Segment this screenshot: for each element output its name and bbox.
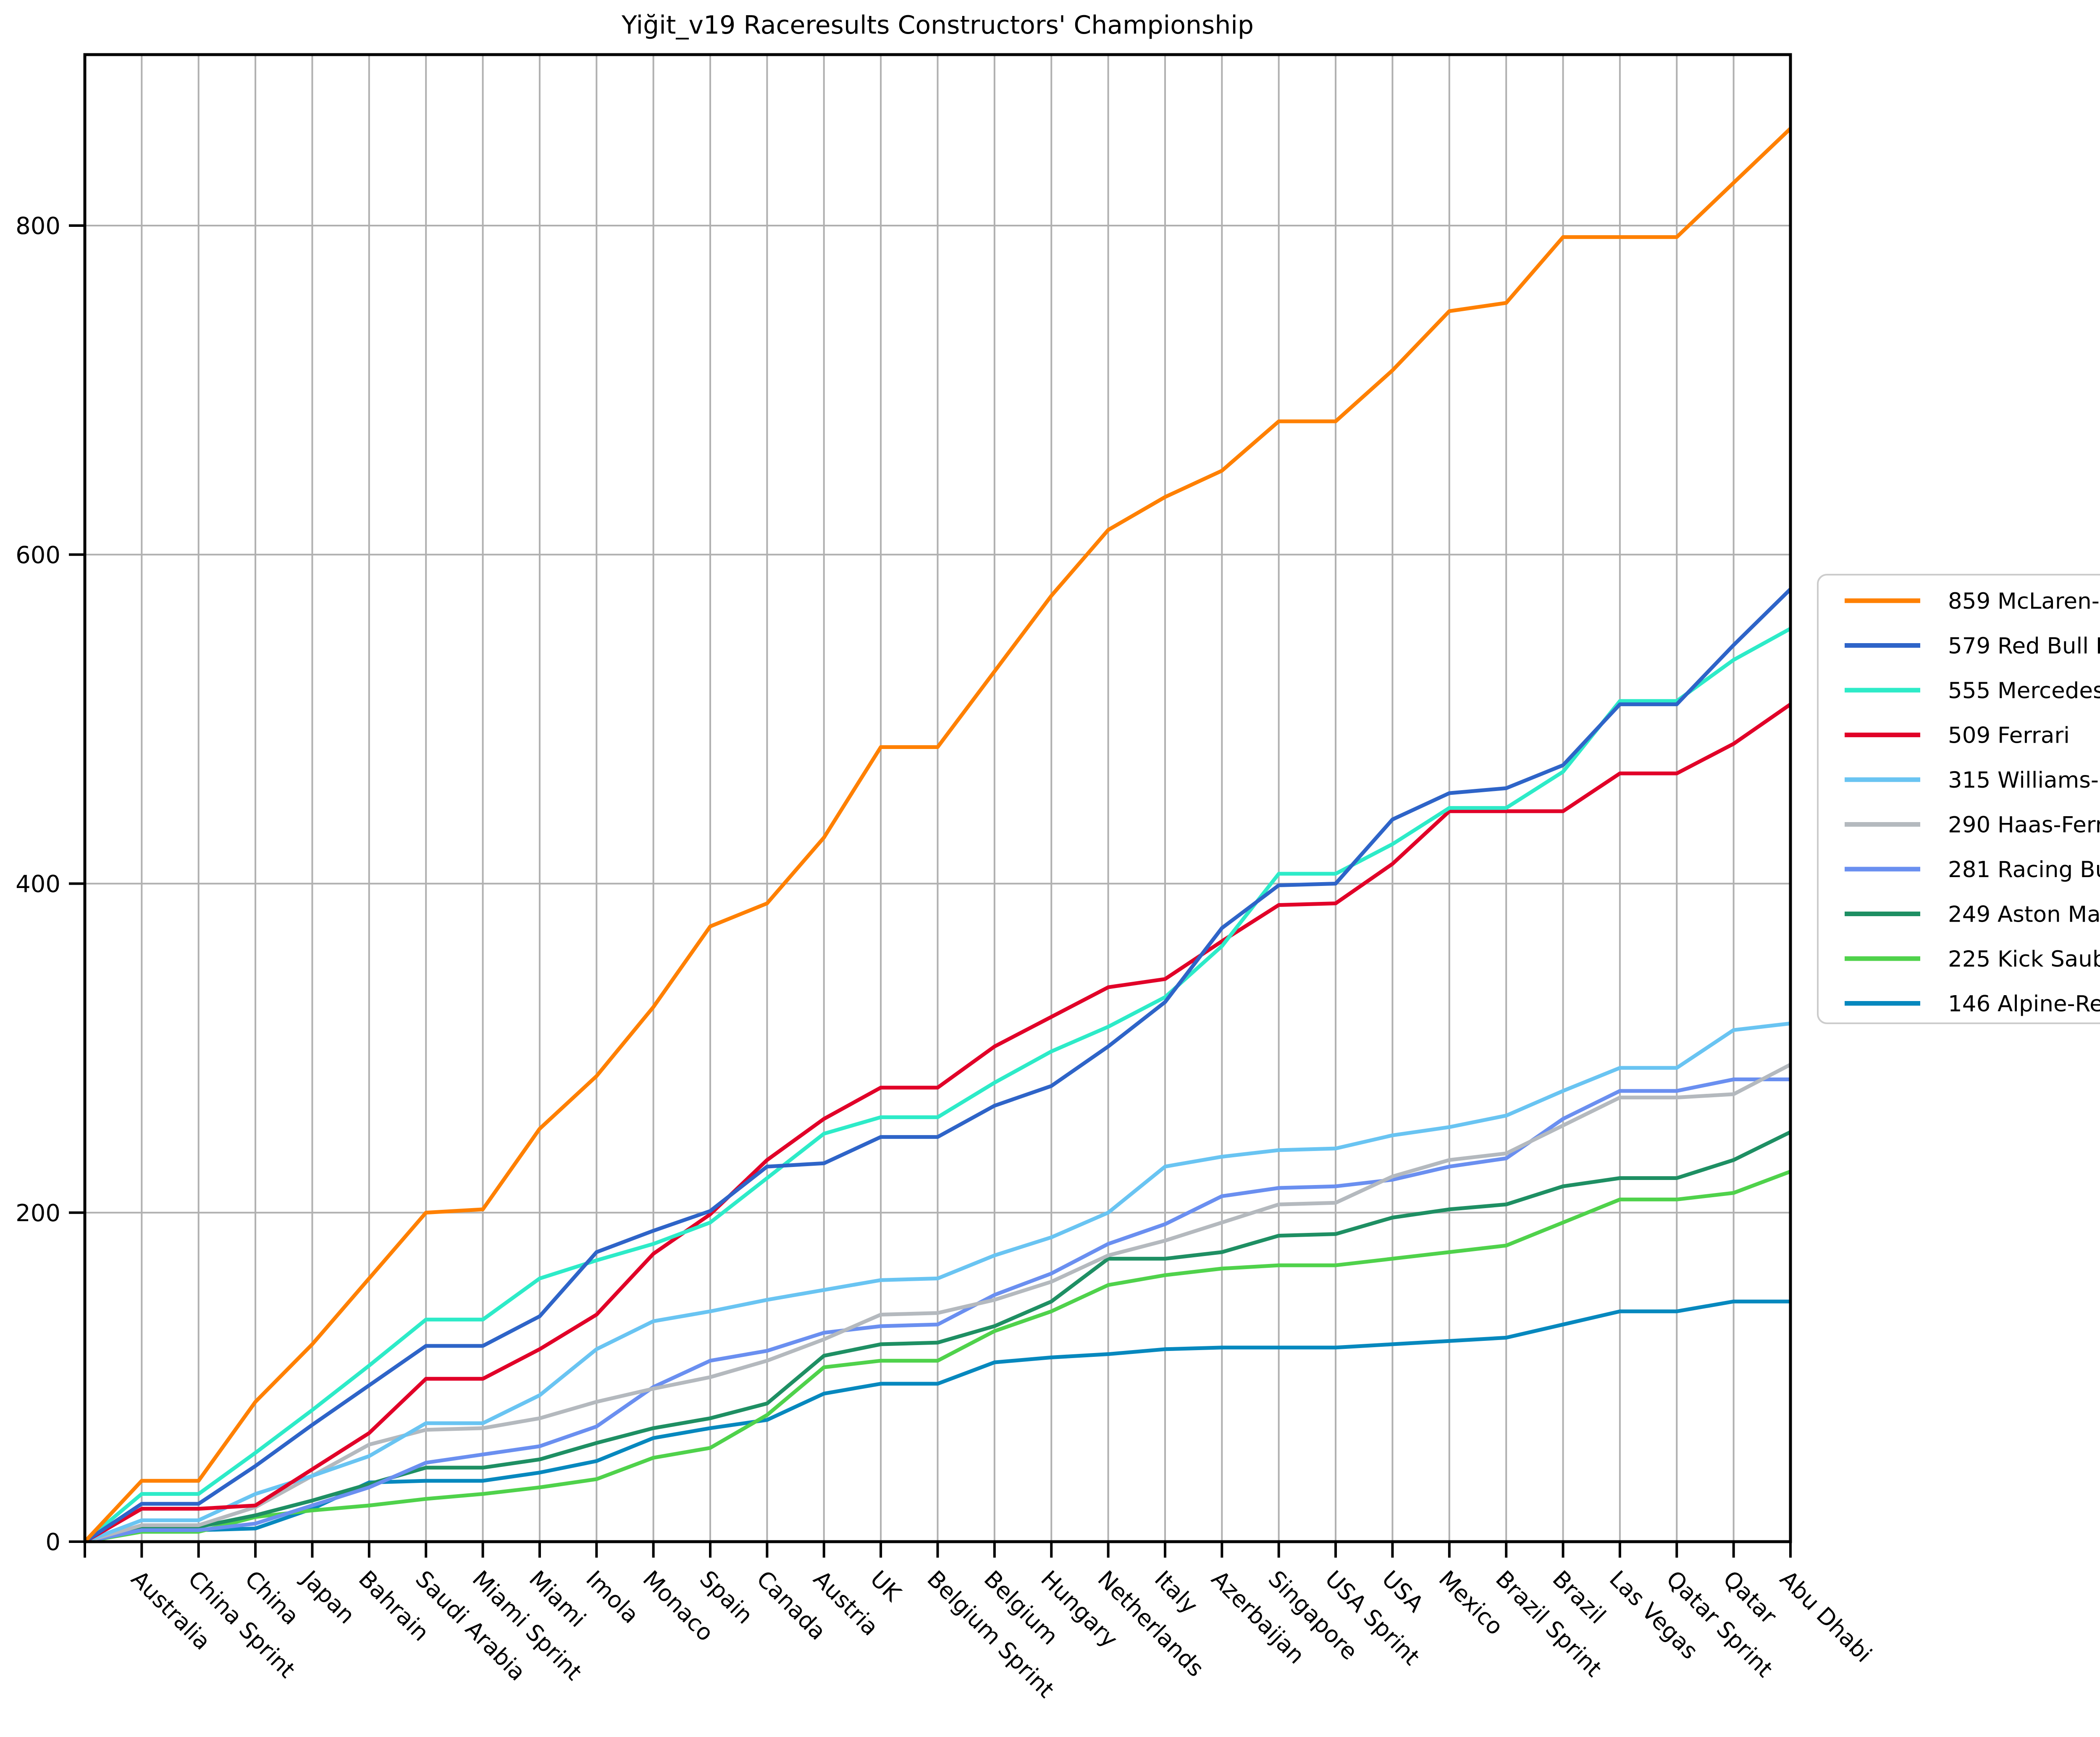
- legend-box: [1817, 574, 2100, 1024]
- series-line-haas-ferrari: [84, 1063, 1792, 1544]
- legend-label: 281 Racing Bulls-Honda RBPT: [1948, 857, 2100, 883]
- x-tick-label: Imola: [581, 1566, 644, 1629]
- series-line-williams-mercedes: [84, 1021, 1791, 1544]
- series-line-mclaren-mercedes: [83, 127, 1792, 1543]
- x-tick-label: Mexico: [1434, 1566, 1509, 1640]
- x-tick-label: UK: [865, 1566, 907, 1607]
- y-tick-label: 0: [45, 1529, 60, 1556]
- y-tick-label: 800: [16, 213, 60, 240]
- x-tick-label: Japan: [296, 1565, 360, 1629]
- legend-label: 146 Alpine-Renault: [1948, 991, 2100, 1017]
- chart-title: Yiğit_v19 Raceresults Constructors' Cham…: [621, 11, 1254, 40]
- series-line-racing-bulls-honda-rbpt: [84, 1077, 1790, 1544]
- legend-label: 555 Mercedes: [1948, 678, 2100, 704]
- series-line-red-bull-racing-honda-rbpt: [84, 588, 1792, 1543]
- legend-label: 225 Kick Sauber-Ferrari: [1948, 946, 2100, 972]
- legend-label: 315 Williams-Mercedes: [1948, 767, 2100, 793]
- y-tick-label: 400: [16, 871, 60, 898]
- x-tick-label: USA: [1377, 1566, 1429, 1618]
- series-line-aston-martin-aramco-mercedes: [84, 1130, 1791, 1544]
- legend-label: 579 Red Bull Racing-Honda RBPT: [1948, 633, 2100, 659]
- y-tick-label: 600: [16, 541, 60, 569]
- x-tick-label: Italy: [1150, 1566, 1203, 1619]
- legend-label: 859 McLaren-Mercedes: [1948, 589, 2100, 614]
- y-tick-label: 200: [16, 1200, 60, 1227]
- series-line-mercedes: [84, 627, 1792, 1543]
- x-tick-label: Abu Dhabi: [1775, 1566, 1877, 1668]
- series-line-ferrari: [84, 702, 1792, 1543]
- legend-label: 249 Aston Martin Aramco-Mercedes: [1948, 902, 2100, 928]
- legend-label: 509 Ferrari: [1948, 723, 2070, 749]
- legend-label: 290 Haas-Ferrari: [1948, 812, 2100, 838]
- series-line-kick-sauber-ferrari: [84, 1169, 1791, 1544]
